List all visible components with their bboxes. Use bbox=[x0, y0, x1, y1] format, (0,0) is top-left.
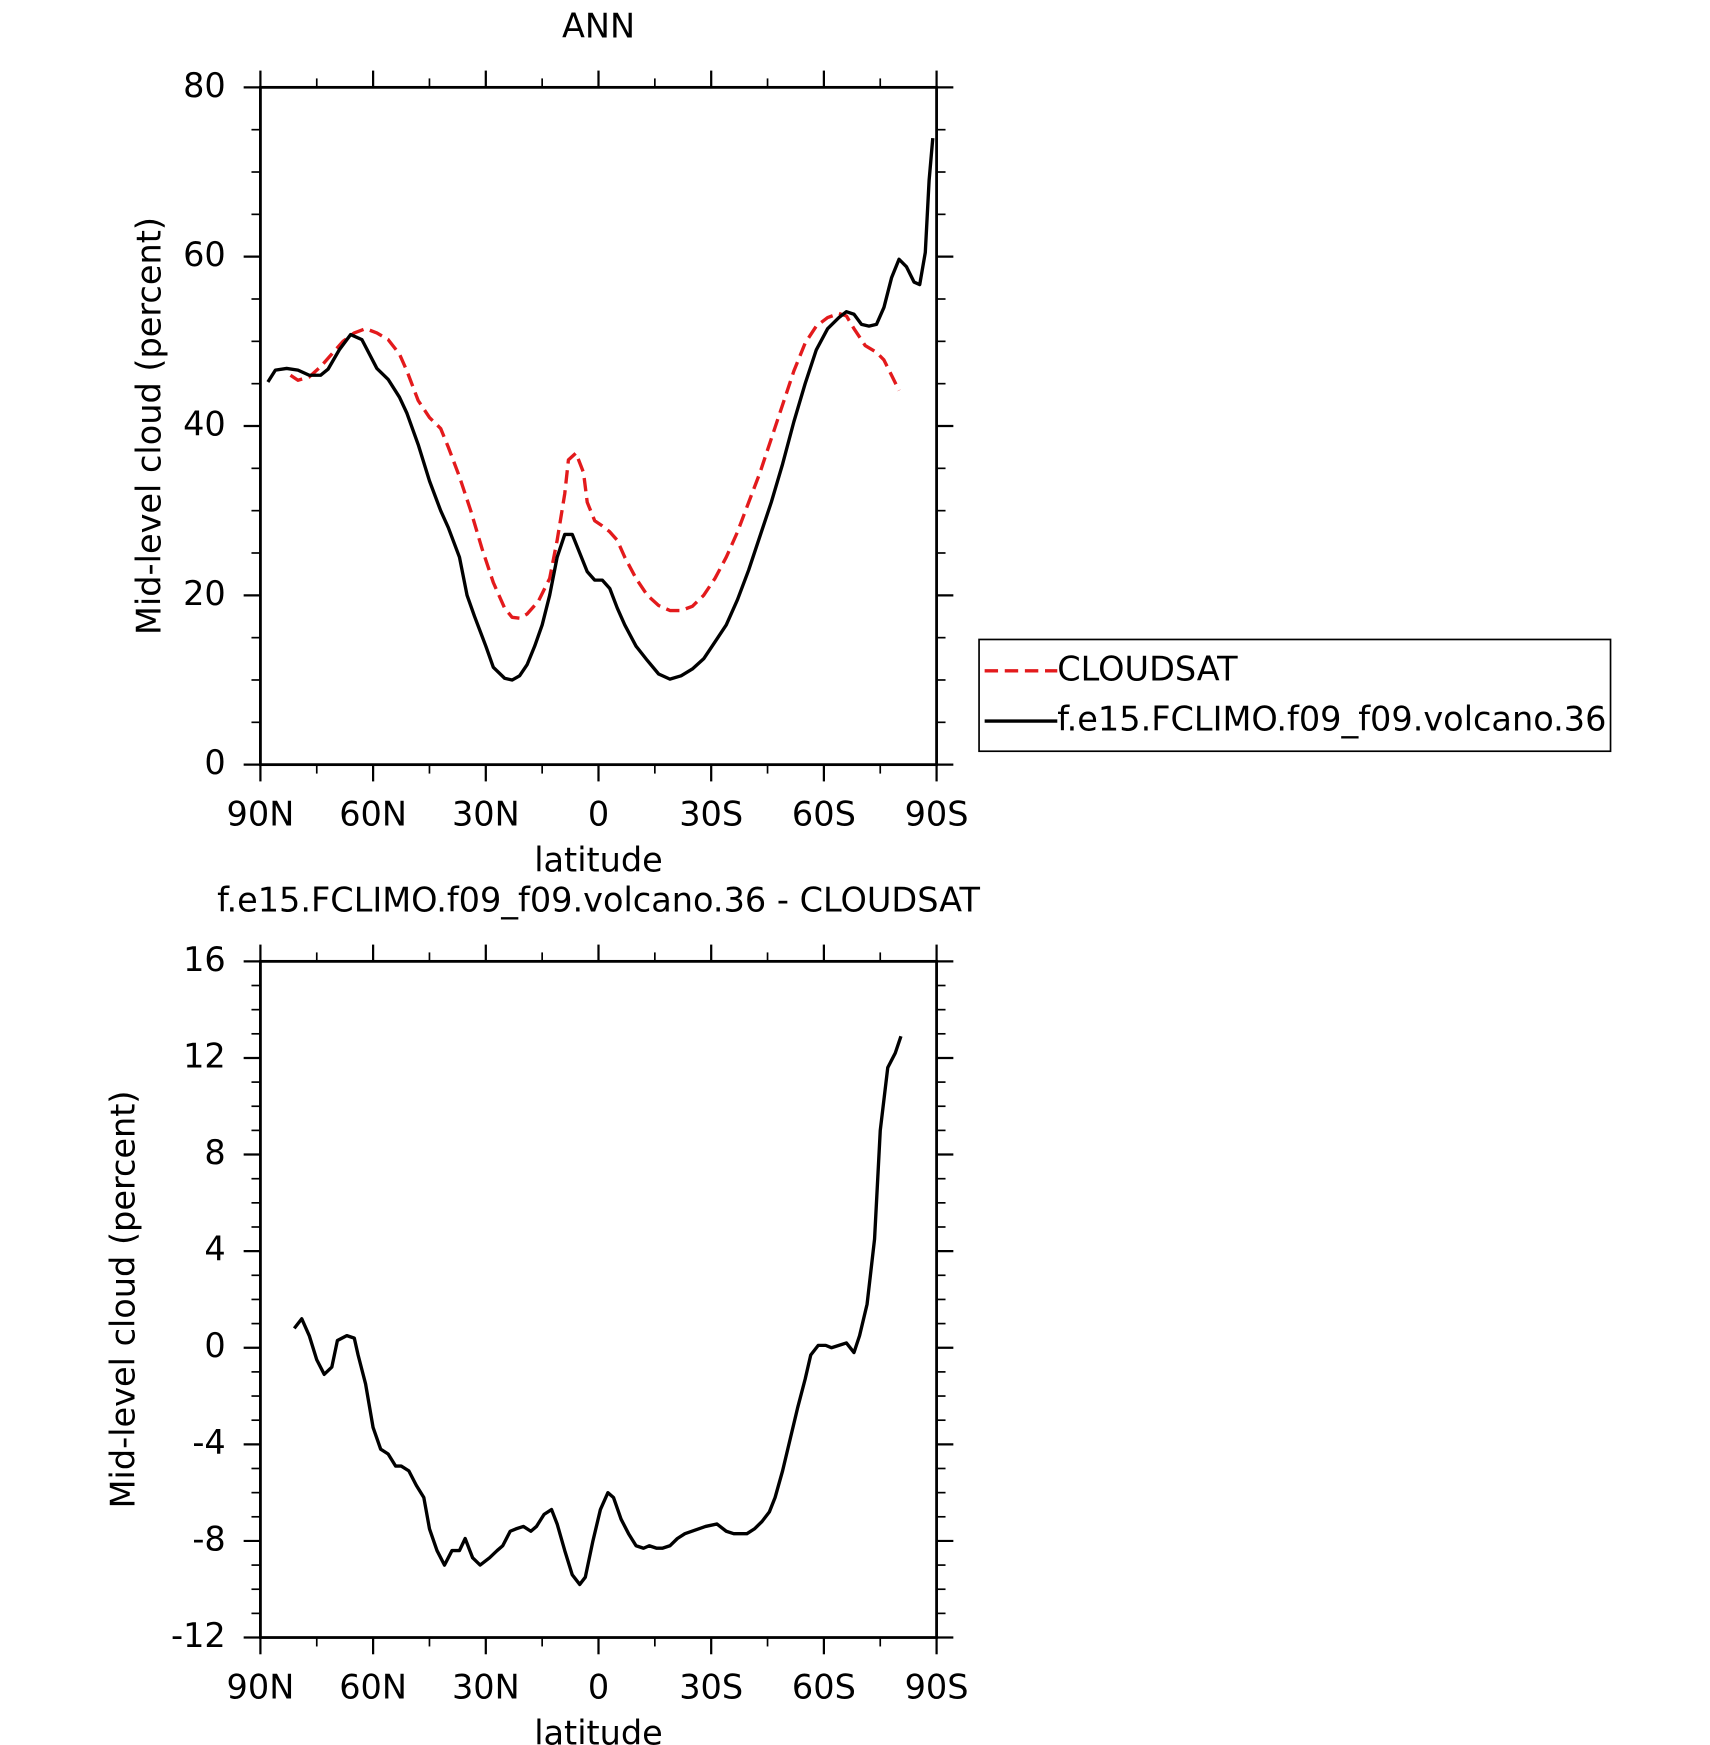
y-tick-label: 16 bbox=[183, 940, 226, 979]
y-tick-label: -8 bbox=[192, 1519, 225, 1558]
y-axis-label: Mid-level cloud (percent) bbox=[129, 217, 168, 635]
y-tick-label: 80 bbox=[183, 66, 226, 105]
y-tick-label: -4 bbox=[192, 1423, 225, 1462]
data-line bbox=[266, 137, 935, 682]
x-tick-label: 0 bbox=[588, 795, 609, 834]
x-tick-label: 30S bbox=[679, 795, 743, 834]
x-tick-label: 60S bbox=[792, 1667, 856, 1706]
y-tick-label: 20 bbox=[183, 574, 226, 613]
x-tick-label: 60N bbox=[339, 795, 407, 834]
y-axis-label: Mid-level cloud (percent) bbox=[104, 1090, 143, 1508]
y-tick-label: 0 bbox=[204, 1326, 225, 1365]
chart-title: ANN bbox=[562, 7, 635, 46]
legend-label: f.e15.FCLIMO.f09_f09.volcano.36 bbox=[1057, 700, 1606, 739]
x-tick-label: 30N bbox=[452, 1667, 520, 1706]
data-line bbox=[292, 1035, 903, 1587]
x-tick-label: 0 bbox=[588, 1667, 609, 1706]
x-tick-label: 90N bbox=[227, 1667, 295, 1706]
chart-title: f.e15.FCLIMO.f09_f09.volcano.36 - CLOUDS… bbox=[217, 881, 980, 920]
plot-frame bbox=[259, 959, 938, 1639]
x-tick-label: 60N bbox=[339, 1667, 407, 1706]
y-tick-label: 40 bbox=[183, 405, 226, 444]
x-tick-label: 30S bbox=[679, 1667, 743, 1706]
x-tick-label: 90S bbox=[905, 795, 969, 834]
y-tick-label: 0 bbox=[204, 743, 225, 782]
x-tick-label: 60S bbox=[792, 795, 856, 834]
legend-box bbox=[978, 638, 1612, 753]
x-tick-label: 30N bbox=[452, 795, 520, 834]
x-tick-label: 90S bbox=[905, 1667, 969, 1706]
legend-label: CLOUDSAT bbox=[1057, 649, 1238, 688]
y-tick-label: 60 bbox=[183, 235, 226, 274]
y-tick-label: 4 bbox=[204, 1230, 225, 1269]
plot-frame bbox=[259, 85, 938, 767]
data-line bbox=[289, 311, 901, 620]
x-axis-label: latitude bbox=[534, 840, 663, 879]
x-tick-label: 90N bbox=[227, 795, 295, 834]
x-axis-label: latitude bbox=[534, 1713, 663, 1745]
y-tick-label: -12 bbox=[171, 1616, 226, 1655]
y-tick-label: 12 bbox=[183, 1036, 226, 1075]
y-tick-label: 8 bbox=[204, 1133, 225, 1172]
